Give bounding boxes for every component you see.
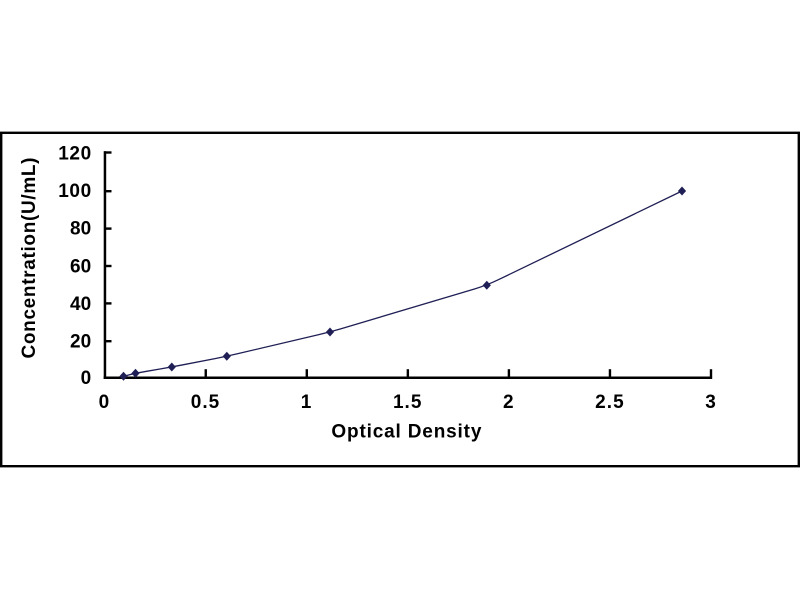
svg-text:40: 40 (70, 294, 91, 315)
svg-text:1.5: 1.5 (393, 392, 422, 413)
svg-text:Concentration(U/mL): Concentration(U/mL) (19, 158, 40, 359)
svg-text:0.5: 0.5 (191, 392, 220, 413)
svg-text:3: 3 (705, 392, 716, 413)
svg-text:80: 80 (70, 219, 91, 240)
svg-text:0: 0 (99, 392, 110, 413)
svg-text:60: 60 (70, 256, 91, 277)
svg-text:1: 1 (301, 392, 312, 413)
svg-text:20: 20 (70, 332, 91, 353)
svg-text:100: 100 (58, 181, 91, 202)
svg-text:Optical Density: Optical Density (331, 422, 481, 443)
svg-text:120: 120 (58, 144, 91, 165)
svg-text:2: 2 (503, 392, 514, 413)
svg-text:2.5: 2.5 (595, 392, 624, 413)
svg-text:0: 0 (81, 368, 92, 389)
